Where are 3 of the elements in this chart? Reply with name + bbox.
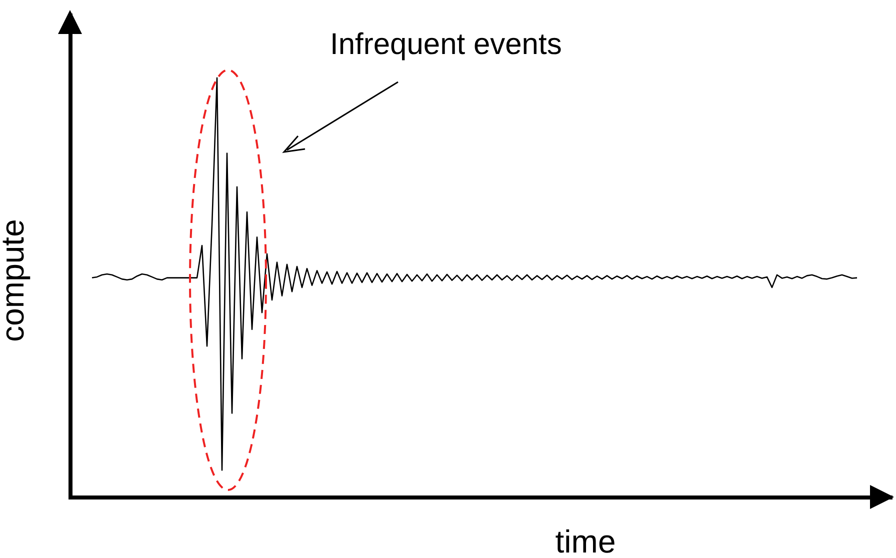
text: Infrequent events (330, 28, 562, 62)
x-axis-title: time (555, 524, 616, 558)
y-axis-title: compute (0, 219, 30, 342)
